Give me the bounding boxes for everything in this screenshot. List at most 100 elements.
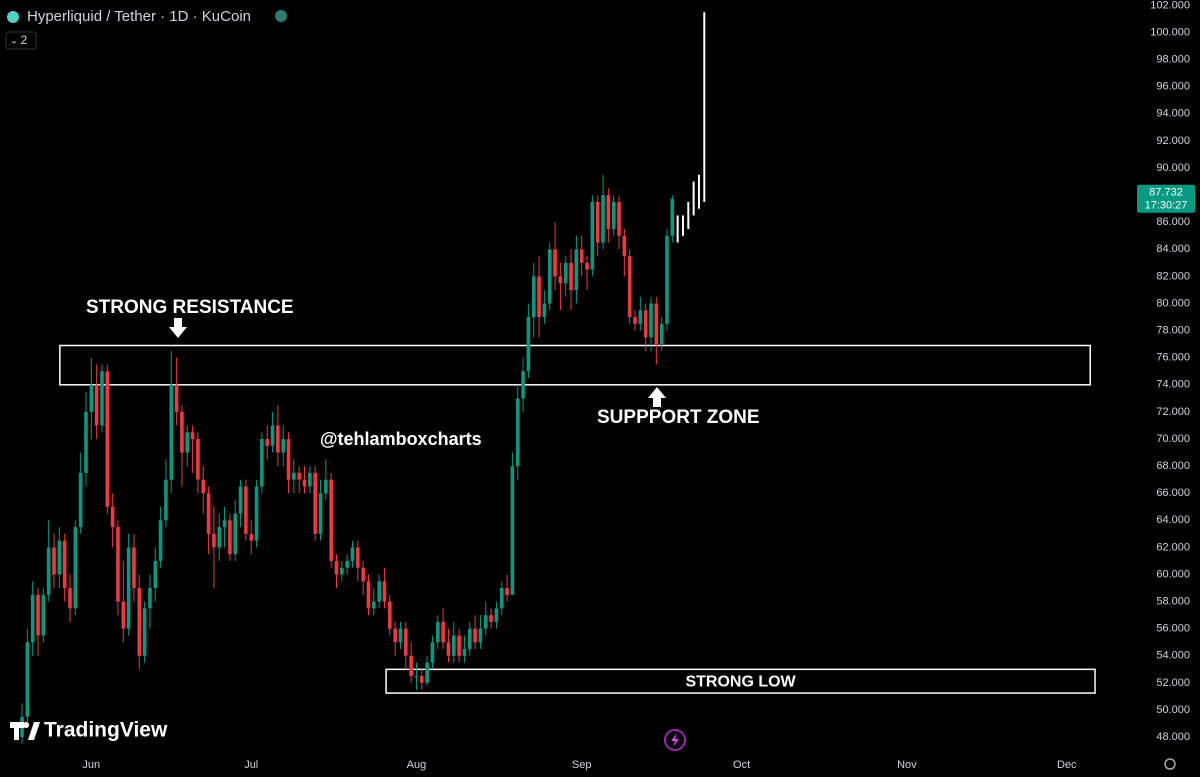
candle-body [350, 547, 355, 561]
candle-body [212, 533, 216, 548]
y-tick-label: 84.000 [1156, 243, 1190, 255]
y-tick-label: 90.000 [1156, 162, 1190, 174]
candle-body [393, 628, 397, 643]
chevron: ⌄ [10, 36, 18, 47]
candle-body [499, 588, 504, 609]
candle-body [622, 235, 627, 257]
y-tick-label: 74.000 [1156, 379, 1190, 391]
annotation: STRONG RESISTANCE [86, 297, 294, 318]
candle-body [585, 262, 589, 270]
status-dot [275, 10, 287, 22]
candle-body [105, 371, 110, 507]
y-tick-label: 96.000 [1156, 81, 1190, 93]
candle-body [164, 479, 168, 521]
candle-body [404, 628, 408, 656]
candle-body [297, 472, 301, 480]
candle-body [276, 425, 280, 453]
candle-body [451, 635, 456, 656]
candle-body [78, 472, 83, 528]
y-tick-label: 60.000 [1156, 568, 1190, 580]
candle-body [46, 547, 51, 595]
candle-body [308, 472, 312, 487]
candle-body [116, 527, 120, 602]
candle-body [494, 608, 499, 622]
y-tick-label: 82.000 [1156, 270, 1190, 282]
y-tick-label: 72.000 [1156, 406, 1190, 418]
zone [385, 668, 1096, 694]
candle-body [649, 303, 653, 338]
candle-body [345, 560, 349, 568]
candle-body [158, 520, 163, 561]
y-tick-label: 98.000 [1156, 54, 1190, 66]
candle-body [563, 262, 568, 284]
candle-body [137, 588, 142, 656]
candle-body [94, 384, 99, 426]
candle-body [537, 276, 541, 318]
candle-body [515, 398, 520, 467]
candle-body [441, 621, 445, 643]
candle-body [25, 642, 30, 717]
candle-body [324, 479, 328, 494]
candle-body [329, 479, 333, 561]
candle-body [617, 201, 621, 236]
candle-body [318, 493, 323, 534]
candle-body [233, 513, 238, 555]
settings-icon[interactable] [1164, 758, 1176, 770]
y-tick-label: 66.000 [1156, 487, 1190, 499]
arrow-down [169, 318, 187, 338]
lightning-icon[interactable] [664, 729, 686, 751]
candle-body [627, 256, 632, 318]
plot: 48.000 50.000 52.000 54.000 56.000 58.000 60.0… [20, 0, 1190, 771]
y-tick-label: 92.000 [1156, 135, 1190, 147]
candle-body [270, 425, 275, 446]
candle-body [190, 432, 195, 440]
candle-body [595, 201, 600, 243]
candle-body [41, 594, 46, 636]
indicator-toggle-box[interactable] [5, 31, 37, 50]
x-tick-label: Sep [572, 759, 592, 771]
x-tick-label: Jul [244, 759, 258, 771]
candle-body [281, 439, 286, 453]
candle-body [606, 195, 611, 229]
x-tick-label: Jun [82, 759, 100, 771]
candle-body [574, 249, 579, 290]
candle-body [68, 588, 72, 609]
y-tick-label: 52.000 [1156, 677, 1190, 689]
candle-body [169, 384, 174, 480]
candle-body [228, 520, 232, 555]
candle-body [377, 581, 381, 602]
candle-body [196, 439, 200, 480]
y-tick-label: 64.000 [1156, 514, 1190, 526]
x-tick-label: Dec [1057, 759, 1077, 771]
candle-body [89, 384, 94, 412]
candle-body [265, 439, 270, 446]
candle-body [142, 608, 147, 656]
candle-body [132, 547, 136, 589]
y-tick-label: 58.000 [1156, 596, 1190, 608]
x-tick-label: Aug [407, 759, 427, 771]
candle-body [462, 649, 467, 656]
candle-body [361, 567, 365, 582]
candle-body [665, 235, 669, 324]
candle-body [590, 201, 595, 270]
candle-body [478, 628, 483, 643]
y-tick-label: 70.000 [1156, 433, 1190, 445]
symbol-icon [7, 11, 19, 23]
candle-body [174, 384, 179, 412]
candle-body [633, 317, 637, 324]
indicator-toggle[interactable]: 2 [21, 33, 28, 47]
candle-body [414, 676, 419, 678]
candle-body [260, 439, 264, 487]
candle-body [286, 439, 291, 480]
candle-body [430, 642, 435, 663]
candle-body [467, 628, 472, 650]
zone-label: STRONG LOW [685, 673, 796, 690]
candle-body [398, 628, 403, 643]
candle-body [601, 195, 605, 243]
candle-body [670, 198, 675, 236]
candle-body [611, 201, 616, 229]
last-price-tag [1137, 184, 1195, 213]
annotation: SUPPPORT ZONE [597, 407, 760, 428]
candle-body [505, 588, 509, 595]
x-tick-label: Nov [897, 759, 917, 771]
